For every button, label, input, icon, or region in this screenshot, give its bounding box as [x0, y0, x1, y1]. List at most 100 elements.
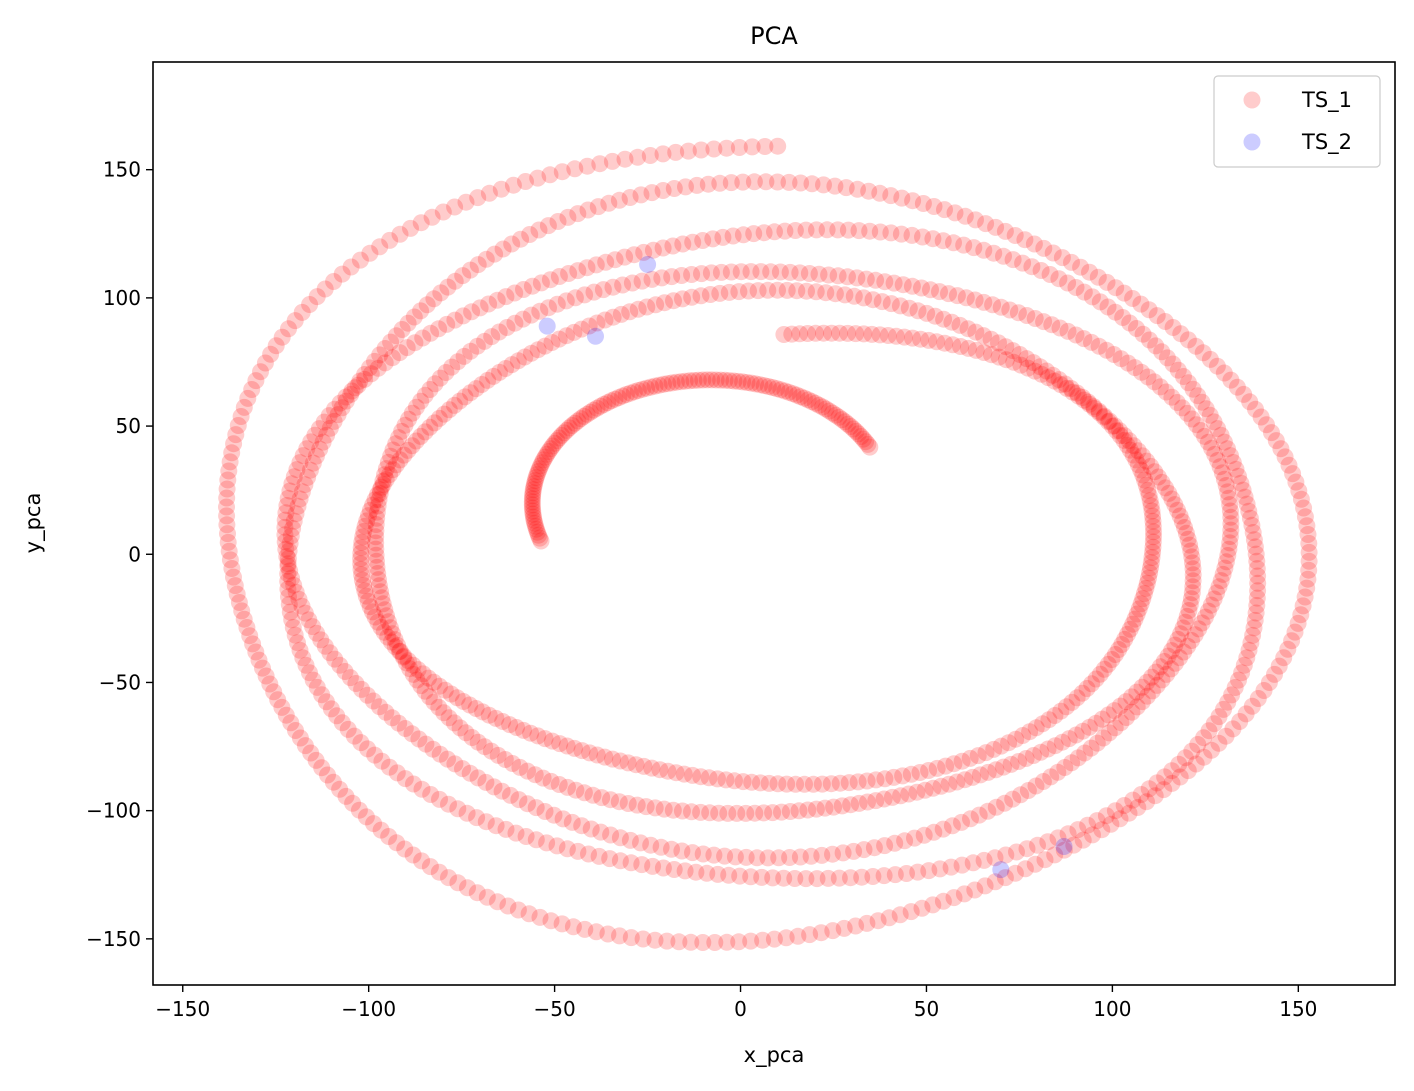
- ts1-point: [1208, 357, 1226, 375]
- ts1-point: [692, 141, 710, 159]
- ts1-point: [404, 665, 422, 683]
- ts1-point: [1249, 690, 1267, 707]
- ts1-point: [457, 724, 475, 742]
- ts1-point: [235, 398, 253, 416]
- ts1-point: [364, 496, 382, 514]
- ts1-point: [742, 868, 760, 886]
- ts1-point: [633, 272, 651, 290]
- ts1-point: [529, 169, 547, 187]
- ts1-point: [602, 392, 620, 410]
- ts1-point: [1095, 408, 1113, 426]
- ts1-point: [1166, 636, 1184, 654]
- ts1-point: [388, 764, 406, 782]
- ts1-point: [1241, 509, 1259, 527]
- ts1-point: [1151, 658, 1169, 676]
- ts1-point: [692, 768, 710, 786]
- ts1-point: [381, 758, 398, 776]
- ts1-point: [826, 285, 844, 303]
- ts1-point: [769, 173, 786, 191]
- ts1-point: [1046, 846, 1064, 864]
- ts1-point: [604, 750, 621, 768]
- ts1-point: [1183, 548, 1201, 566]
- ts1-point: [367, 540, 385, 558]
- ts1-point: [957, 289, 975, 307]
- ts1-point: [353, 680, 371, 698]
- ts1-point: [885, 274, 903, 292]
- ts1-point: [861, 438, 879, 456]
- ts1-point: [446, 198, 464, 216]
- ts1-point: [659, 375, 677, 393]
- ts1-point: [682, 933, 700, 951]
- ts1-point: [997, 351, 1015, 369]
- ts1-point: [934, 820, 952, 838]
- ts1-point: [1001, 301, 1019, 319]
- ts1-point: [370, 577, 388, 595]
- ts1-point: [531, 908, 549, 926]
- ts1-point: [431, 677, 448, 695]
- ts1-point: [585, 401, 603, 419]
- ts1-point: [369, 486, 386, 504]
- ts1-point: [1074, 722, 1092, 740]
- ts1-point: [692, 287, 710, 305]
- ts1-point: [694, 371, 712, 389]
- ts1-point: [1052, 376, 1070, 394]
- ts1-point: [456, 388, 474, 406]
- ts1-point: [1170, 755, 1188, 773]
- ts1-point: [257, 667, 275, 685]
- ts1-point: [1220, 489, 1238, 507]
- ts1-point: [997, 338, 1015, 356]
- ts1-point: [1116, 630, 1134, 648]
- ts1-point: [1189, 736, 1207, 753]
- ts1-point: [1145, 523, 1162, 541]
- ts1-point: [578, 259, 596, 277]
- ts1-point: [279, 572, 297, 590]
- ts1-point: [1193, 614, 1211, 632]
- ts1-point: [1215, 700, 1232, 718]
- ts1-point: [376, 354, 394, 372]
- ts1-point: [807, 800, 825, 818]
- ts1-point: [634, 380, 651, 398]
- ts1-point: [1276, 448, 1294, 466]
- ts1-point: [704, 230, 722, 248]
- ts1-point: [319, 766, 336, 784]
- ts1-point: [839, 268, 856, 286]
- ts1-point: [337, 787, 355, 805]
- ts1-point: [488, 291, 506, 309]
- ts1-point: [559, 208, 577, 226]
- ts1-point: [587, 256, 605, 274]
- ts1-point: [742, 263, 760, 281]
- ts1-point: [492, 180, 510, 198]
- ts1-point: [1201, 406, 1219, 424]
- ts1-point: [1081, 263, 1098, 281]
- ts1-point: [604, 308, 622, 326]
- ts1-point: [582, 820, 600, 838]
- ts1-point: [228, 585, 246, 603]
- ts1-point: [403, 725, 421, 743]
- ts1-point: [361, 501, 379, 519]
- ts1-point: [469, 769, 487, 787]
- ts1-point: [578, 157, 596, 175]
- ts1-point: [458, 804, 476, 822]
- ts1-point: [1184, 572, 1202, 590]
- ts1-point: [1000, 734, 1018, 752]
- ts1-point: [412, 392, 430, 410]
- ts1-point: [314, 433, 332, 451]
- ts1-point: [951, 316, 969, 334]
- ts1-point: [694, 934, 712, 951]
- ts1-point: [934, 892, 952, 910]
- ts1-point: [391, 451, 409, 469]
- ts1-point: [376, 466, 393, 484]
- ts1-point: [380, 828, 398, 845]
- ts1-point: [386, 638, 404, 656]
- ts1-point: [421, 381, 439, 398]
- ts1-point: [1163, 388, 1181, 406]
- ts1-point: [642, 378, 660, 396]
- ts1-point: [970, 806, 988, 824]
- ts1-point: [1073, 684, 1091, 702]
- ts1-point: [373, 752, 391, 770]
- ts1-point: [233, 602, 251, 620]
- ts1-point: [276, 518, 294, 536]
- ts1-point: [632, 834, 649, 852]
- ts1-point: [621, 303, 639, 321]
